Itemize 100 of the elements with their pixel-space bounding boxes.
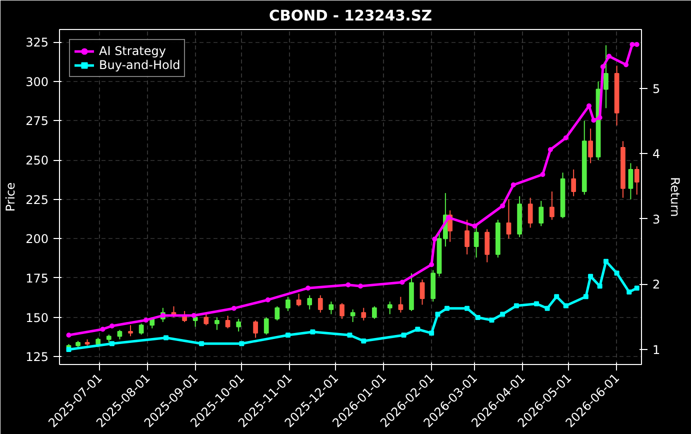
point <box>634 286 640 291</box>
candlestick <box>420 279 425 306</box>
point <box>603 258 608 264</box>
candlestick <box>538 200 544 227</box>
y2-tick-label: 5 <box>652 82 660 96</box>
point <box>346 282 351 288</box>
point <box>489 318 494 323</box>
candlestick <box>474 226 479 258</box>
point <box>475 314 480 320</box>
point <box>429 330 434 336</box>
point <box>583 294 588 300</box>
point <box>306 286 311 291</box>
candlestick <box>550 190 554 220</box>
candlestick <box>398 296 404 314</box>
legend-label: AI Strategy <box>99 44 166 58</box>
y2-tick-label: 3 <box>652 212 660 226</box>
y2-axis-title: Return <box>668 177 682 217</box>
point <box>591 118 596 123</box>
y-tick-label: 250 <box>26 154 48 168</box>
y-tick-label: 300 <box>26 74 48 89</box>
y-tick-label: 125 <box>26 350 48 364</box>
y2-tick-label: 4 <box>652 147 660 162</box>
point <box>614 270 620 276</box>
candlestick <box>138 323 144 336</box>
point <box>361 338 366 344</box>
legend-label: Buy-and-Hold <box>99 58 180 72</box>
candlestick <box>571 168 576 197</box>
point <box>415 326 420 332</box>
point <box>199 341 204 346</box>
point <box>446 215 452 220</box>
y2-tick-label: 2 <box>652 278 660 292</box>
candlestick <box>274 306 280 321</box>
y-tick-label: 175 <box>26 272 48 286</box>
candlestick <box>361 307 366 321</box>
point <box>624 62 629 68</box>
candlestick <box>634 166 640 196</box>
point <box>347 332 352 338</box>
candlestick <box>296 293 302 307</box>
point <box>634 42 640 48</box>
candlestick <box>372 306 377 320</box>
candlestick <box>225 315 230 329</box>
point <box>626 290 632 295</box>
y-tick-label: 275 <box>26 114 48 128</box>
point <box>606 54 612 59</box>
point <box>534 301 540 306</box>
point <box>239 341 244 346</box>
candlestick <box>307 294 312 310</box>
candlestick <box>588 128 593 164</box>
y-tick-label: 150 <box>26 310 48 325</box>
point <box>109 341 114 346</box>
point <box>429 262 434 268</box>
candlestick <box>117 329 122 340</box>
point <box>554 294 560 300</box>
y2-tick-label: 1 <box>652 342 660 357</box>
point <box>630 42 635 48</box>
point <box>597 115 602 120</box>
point <box>563 303 568 308</box>
point <box>597 284 602 289</box>
candlestick <box>264 316 269 336</box>
point <box>401 332 406 338</box>
candlestick <box>340 302 344 320</box>
y-axis-title: Price <box>4 182 18 212</box>
point <box>464 306 470 311</box>
candlestick <box>204 312 209 326</box>
point <box>500 312 506 317</box>
candlestick <box>318 294 323 314</box>
point <box>285 332 290 338</box>
point <box>444 306 450 311</box>
y-tick-label: 200 <box>26 232 48 246</box>
y-tick-label: 325 <box>26 36 48 50</box>
point <box>435 312 440 317</box>
candlestick <box>387 301 392 315</box>
candlestick <box>128 324 133 337</box>
chart-title: CBOND - 123243.SZ <box>268 8 432 24</box>
candlestick <box>484 228 490 263</box>
point <box>540 172 546 177</box>
point <box>109 323 114 328</box>
candlestick <box>328 301 334 315</box>
point <box>588 274 594 279</box>
point <box>544 306 550 311</box>
point <box>472 224 478 229</box>
point <box>600 64 606 70</box>
point <box>400 280 405 285</box>
point <box>310 329 316 334</box>
y-tick-label: 225 <box>26 192 48 207</box>
point <box>358 284 364 289</box>
point <box>586 103 592 108</box>
candlestick <box>214 316 220 330</box>
point <box>563 135 568 140</box>
candlestick <box>528 197 533 228</box>
point <box>432 236 438 242</box>
candlestick <box>236 318 242 332</box>
point <box>500 203 506 208</box>
point <box>100 326 106 332</box>
point <box>191 313 196 318</box>
point <box>66 346 72 352</box>
candlestick <box>253 320 258 338</box>
point <box>66 332 72 338</box>
point <box>514 303 519 308</box>
point <box>510 182 516 188</box>
